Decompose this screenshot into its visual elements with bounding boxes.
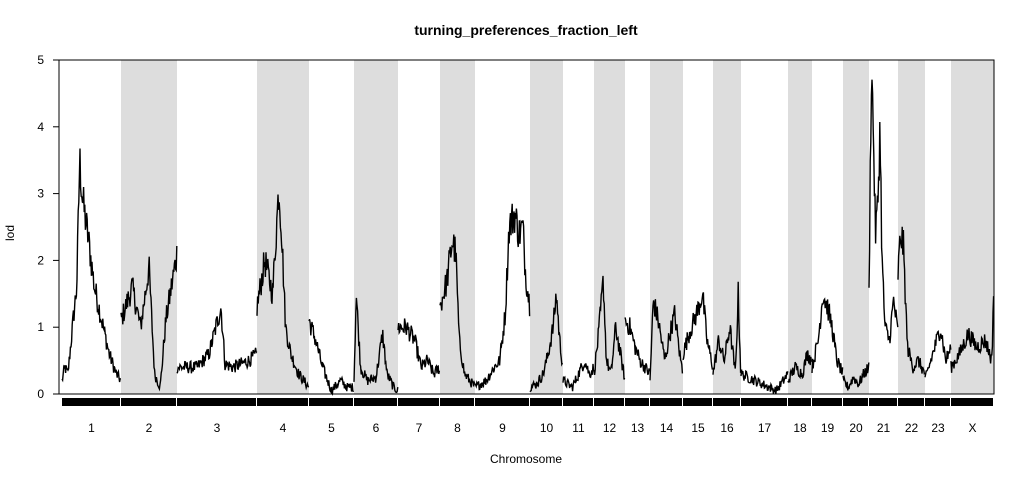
lod-series-chr-3 bbox=[176, 308, 258, 374]
x-tick-label-6: 6 bbox=[373, 421, 380, 435]
lod-series-chr-14 bbox=[649, 299, 684, 381]
lod-curve bbox=[61, 79, 995, 396]
marker-rug-7 bbox=[398, 398, 439, 406]
x-tick-label-8: 8 bbox=[454, 421, 461, 435]
marker-rug-8 bbox=[440, 398, 474, 406]
chromosome-shade-10 bbox=[530, 60, 563, 394]
marker-rug-18 bbox=[788, 398, 811, 406]
x-tick-label-7: 7 bbox=[416, 421, 423, 435]
lod-series-chr-1 bbox=[61, 148, 122, 383]
y-tick-label-3: 3 bbox=[37, 187, 44, 201]
y-tick-label-0: 0 bbox=[37, 387, 44, 401]
lod-series-chr-12 bbox=[593, 275, 626, 380]
x-tick-label-16: 16 bbox=[720, 421, 734, 435]
lod-series-chr-X bbox=[950, 296, 995, 373]
lod-series-chr-11 bbox=[562, 363, 595, 392]
marker-rug-12 bbox=[594, 398, 624, 406]
marker-rug-23 bbox=[925, 398, 950, 406]
marker-rug bbox=[62, 398, 993, 406]
x-tick-label-15: 15 bbox=[691, 421, 705, 435]
lod-series-chr-10 bbox=[529, 293, 564, 393]
chromosome-shade-12 bbox=[594, 60, 625, 394]
x-tick-label-X: X bbox=[968, 421, 976, 435]
x-tick-label-12: 12 bbox=[603, 421, 617, 435]
lod-series-chr-20 bbox=[842, 362, 870, 391]
lod-series-chr-17 bbox=[740, 369, 789, 395]
marker-rug-10 bbox=[530, 398, 562, 406]
marker-rug-1 bbox=[62, 398, 120, 406]
lod-series-chr-8 bbox=[439, 234, 476, 388]
x-tick-label-4: 4 bbox=[280, 421, 287, 435]
lod-series-chr-21 bbox=[868, 79, 899, 344]
x-tick-label-14: 14 bbox=[660, 421, 674, 435]
lod-series-chr-15 bbox=[682, 292, 714, 370]
lod-series-chr-23 bbox=[924, 329, 952, 378]
marker-rug-17 bbox=[741, 398, 787, 406]
x-tick-label-5: 5 bbox=[328, 421, 335, 435]
marker-rug-16 bbox=[713, 398, 740, 406]
x-tick-label-23: 23 bbox=[931, 421, 945, 435]
marker-rug-X bbox=[951, 398, 993, 406]
marker-rug-5 bbox=[309, 398, 353, 406]
y-axis: 0 1 2 3 4 5 bbox=[37, 53, 59, 401]
lod-series-chr-4 bbox=[256, 194, 310, 391]
lod-series-chr-22 bbox=[897, 226, 926, 375]
chromosome-shade-6 bbox=[354, 60, 398, 394]
lod-series-chr-19 bbox=[811, 297, 844, 375]
x-tick-label-9: 9 bbox=[499, 421, 506, 435]
chromosome-shade-20 bbox=[843, 60, 869, 394]
marker-rug-15 bbox=[683, 398, 712, 406]
x-tick-label-13: 13 bbox=[631, 421, 645, 435]
lod-series-chr-5 bbox=[308, 318, 355, 396]
y-tick-label-5: 5 bbox=[37, 53, 44, 67]
x-tick-label-10: 10 bbox=[540, 421, 554, 435]
chromosome-shade-8 bbox=[440, 60, 475, 394]
chromosome-shade-4 bbox=[257, 60, 309, 394]
marker-rug-22 bbox=[898, 398, 924, 406]
x-tick-label-19: 19 bbox=[821, 421, 835, 435]
x-tick-label-18: 18 bbox=[793, 421, 807, 435]
lod-series-chr-9 bbox=[474, 203, 531, 391]
x-tick-label-21: 21 bbox=[877, 421, 891, 435]
marker-rug-9 bbox=[475, 398, 529, 406]
lod-series-chr-7 bbox=[397, 318, 441, 378]
chart-title: turning_preferences_fraction_left bbox=[414, 22, 638, 38]
y-axis-label: lod bbox=[3, 225, 17, 241]
marker-rug-20 bbox=[843, 398, 868, 406]
chromosome-shade-18 bbox=[788, 60, 812, 394]
lod-series-chr-6 bbox=[353, 297, 399, 394]
marker-rug-21 bbox=[869, 398, 897, 406]
chromosome-shade-14 bbox=[650, 60, 683, 394]
marker-rug-14 bbox=[650, 398, 682, 406]
y-tick-label-1: 1 bbox=[37, 320, 44, 334]
y-tick-label-2: 2 bbox=[37, 253, 44, 267]
marker-rug-13 bbox=[625, 398, 649, 406]
lod-series-chr-13 bbox=[624, 317, 651, 376]
marker-rug-6 bbox=[354, 398, 397, 406]
marker-rug-19 bbox=[812, 398, 842, 406]
x-tick-label-2: 2 bbox=[146, 421, 153, 435]
chromosome-shade-2 bbox=[121, 60, 177, 394]
marker-rug-2 bbox=[121, 398, 176, 406]
plot-frame bbox=[58, 59, 995, 395]
chromosome-shading bbox=[121, 60, 994, 394]
x-tick-label-20: 20 bbox=[849, 421, 863, 435]
marker-rug-4 bbox=[257, 398, 308, 406]
y-tick-label-4: 4 bbox=[37, 120, 44, 134]
x-axis-label: Chromosome bbox=[490, 452, 562, 466]
x-axis-ticks: 1 2 3 4 5 6 7 8 9 10 11 12 13 14 15 16 17 18 19 20 21 22 23 X bbox=[88, 421, 976, 435]
lod-series-chr-18 bbox=[787, 350, 813, 383]
x-tick-label-17: 17 bbox=[758, 421, 772, 435]
x-tick-label-11: 11 bbox=[572, 421, 585, 435]
marker-rug-11 bbox=[563, 398, 593, 406]
lod-series-chr-2 bbox=[120, 245, 178, 392]
lod-series-chr-16 bbox=[712, 281, 742, 375]
x-tick-label-22: 22 bbox=[905, 421, 919, 435]
x-tick-label-1: 1 bbox=[88, 421, 95, 435]
marker-rug-3 bbox=[177, 398, 256, 406]
x-tick-label-3: 3 bbox=[214, 421, 221, 435]
